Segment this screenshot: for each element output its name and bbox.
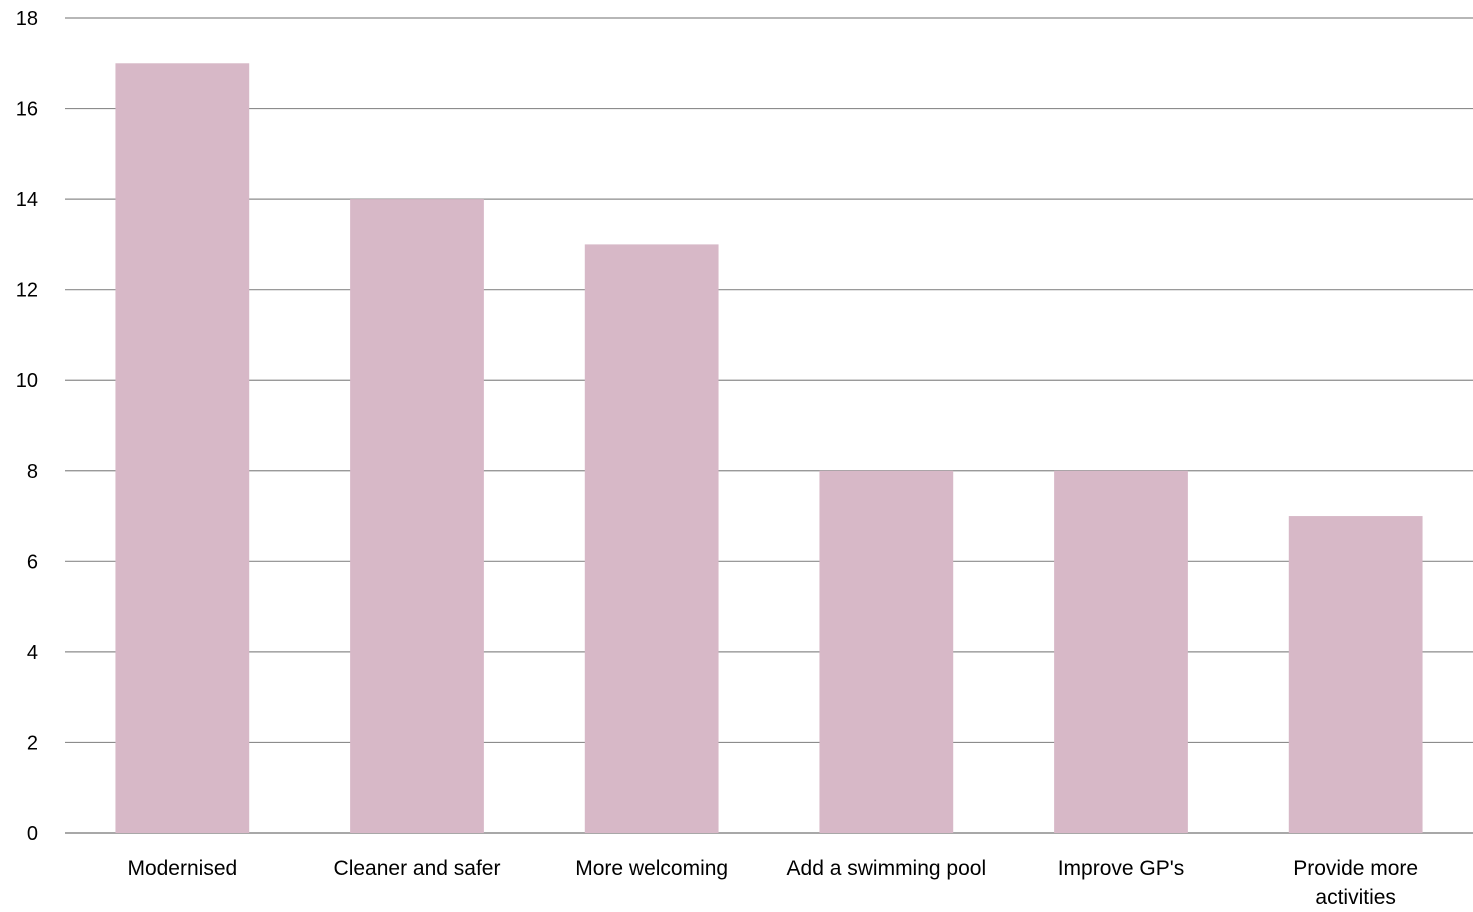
bars — [115, 63, 1423, 834]
x-tick-label-line: Modernised — [127, 857, 237, 880]
x-tick-label-line: activities — [1315, 886, 1396, 909]
y-tick-label: 6 — [27, 551, 38, 573]
y-tick-label: 18 — [16, 8, 38, 30]
gridlines — [65, 17, 1473, 834]
y-tick-label: 12 — [16, 280, 38, 302]
x-tick-label: More welcoming — [575, 857, 728, 880]
bar — [115, 63, 250, 834]
x-tick-label-line: Improve GP's — [1058, 857, 1185, 880]
y-tick-label: 10 — [16, 370, 38, 392]
bar — [350, 199, 484, 834]
x-tick-label: Cleaner and safer — [334, 857, 501, 880]
y-tick-label: 2 — [27, 732, 38, 754]
bar — [1054, 470, 1188, 833]
bar — [819, 470, 954, 833]
x-axis-tick-labels: Modernised Cleaner and safer More welcomin… — [127, 857, 1418, 909]
x-tick-label-line: Add a swimming pool — [787, 857, 987, 880]
x-tick-label: Modernised — [127, 857, 237, 880]
x-tick-label: Provide more activities — [1293, 857, 1418, 909]
bar — [1288, 516, 1423, 833]
y-tick-label: 14 — [16, 189, 38, 211]
x-tick-label-line: Provide more — [1293, 857, 1418, 880]
y-axis-tick-labels: 0 2 4 6 8 10 12 14 16 18 — [16, 8, 38, 845]
y-tick-label: 0 — [27, 823, 38, 845]
x-tick-label-line: Cleaner and safer — [334, 857, 501, 880]
x-tick-label: Add a swimming pool — [787, 857, 987, 880]
y-tick-label: 8 — [27, 461, 38, 483]
bar — [584, 244, 719, 833]
y-tick-label: 4 — [27, 642, 38, 664]
x-tick-label-line: More welcoming — [575, 857, 728, 880]
x-tick-label: Improve GP's — [1058, 857, 1185, 880]
y-tick-label: 16 — [16, 99, 38, 121]
